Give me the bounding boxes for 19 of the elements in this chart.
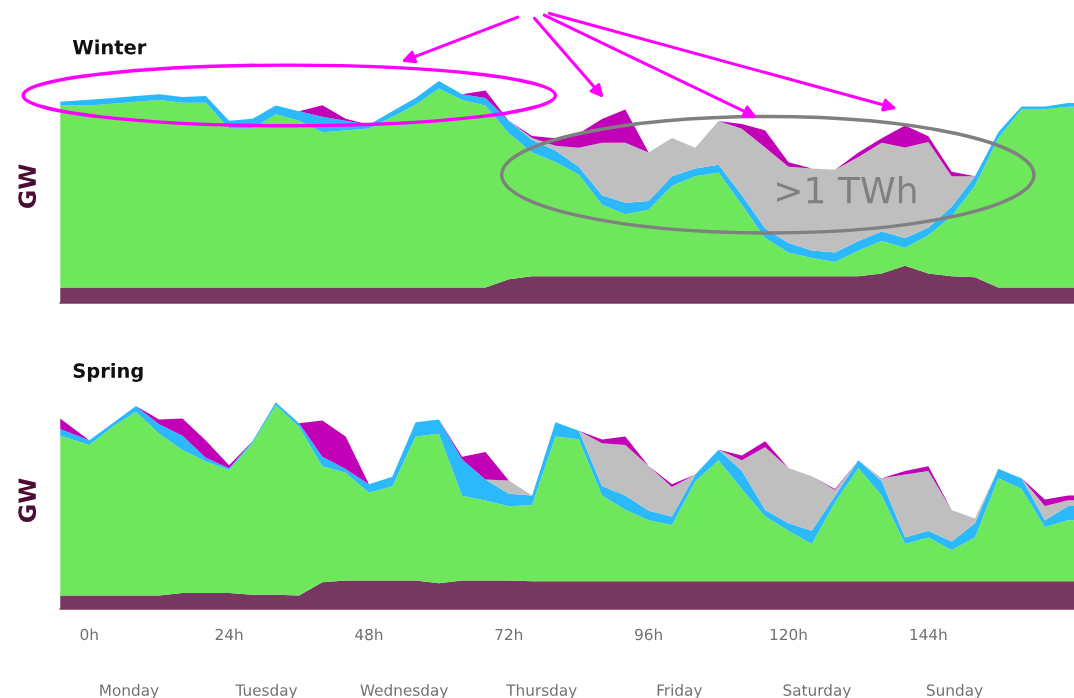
text: Wednesday xyxy=(360,684,448,698)
text: Saturday xyxy=(783,684,851,698)
chart-title: Spring xyxy=(73,362,143,382)
text: Monday xyxy=(100,684,159,698)
x-tick-label: 96h xyxy=(635,628,662,641)
text: Sunday xyxy=(926,684,983,698)
x-tick-label: 120h xyxy=(770,628,807,641)
x-tick-label: 48h xyxy=(355,628,383,641)
chart-title: Winter xyxy=(72,39,147,55)
annotation: >1 TWh xyxy=(777,175,916,204)
text: Friday xyxy=(657,684,703,698)
x-tick-label: 72h xyxy=(495,628,523,641)
x-tick-label: 0h xyxy=(80,628,98,641)
x-tick-label: 144h xyxy=(910,628,947,641)
y-axis-title: GW xyxy=(18,478,37,522)
text: Tuesday xyxy=(235,684,298,698)
y-axis-title: GW xyxy=(18,164,37,208)
text: Thursday xyxy=(506,684,577,698)
x-tick-label: 24h xyxy=(215,628,243,641)
